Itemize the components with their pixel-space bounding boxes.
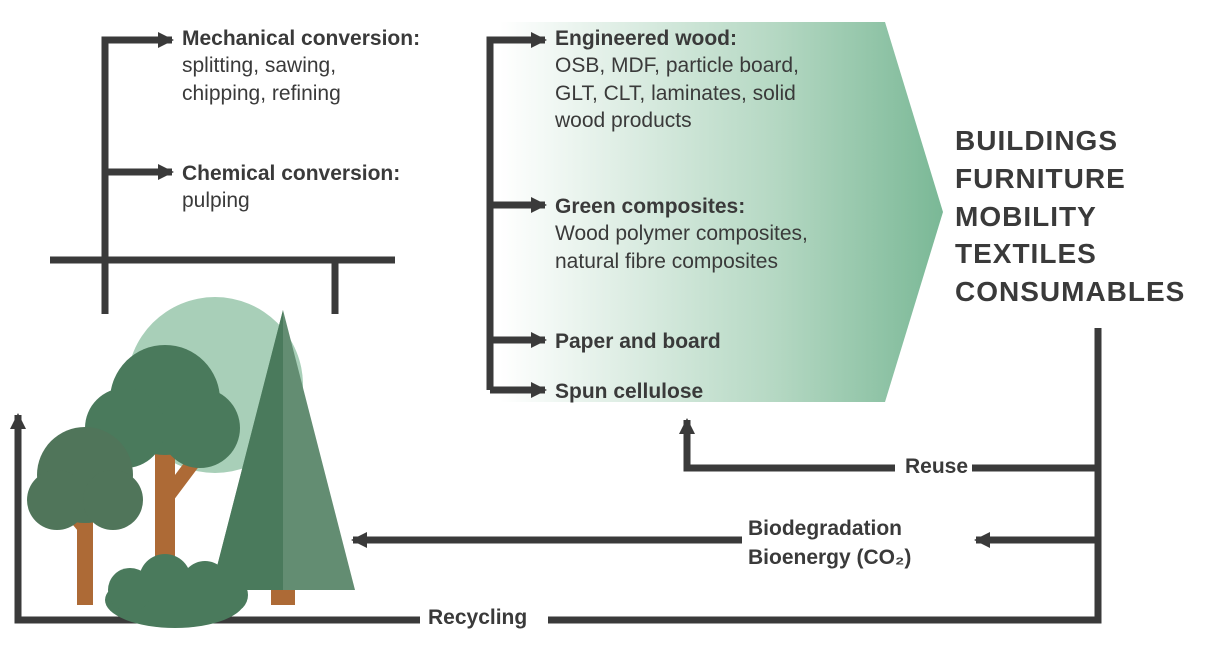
bioenergy-label: Bioenergy (CO₂) [748, 546, 911, 570]
recycling-label: Recycling [428, 606, 527, 630]
spun-cellulose-label: Spun cellulose [555, 378, 703, 405]
output-buildings: BUILDINGS [955, 122, 1185, 160]
chemical-conversion-block: Chemical conversion: pulping [182, 160, 482, 215]
mechanical-conversion-block: Mechanical conversion: splitting, sawing… [182, 25, 482, 107]
chemical-desc: pulping [182, 187, 482, 214]
reuse-label: Reuse [905, 455, 968, 479]
engineered-desc-2: GLT, CLT, laminates, solid [555, 80, 875, 107]
green-composites-block: Green composites: Wood polymer composite… [555, 193, 875, 275]
engineered-title: Engineered wood: [555, 25, 875, 52]
engineered-desc-1: OSB, MDF, particle board, [555, 52, 875, 79]
outputs-block: BUILDINGS FURNITURE MOBILITY TEXTILES CO… [955, 122, 1185, 311]
output-textiles: TEXTILES [955, 235, 1185, 273]
green-title: Green composites: [555, 193, 875, 220]
chemical-title: Chemical conversion: [182, 160, 482, 187]
mechanical-title: Mechanical conversion: [182, 25, 482, 52]
mechanical-desc-2: chipping, refining [182, 80, 482, 107]
output-mobility: MOBILITY [955, 198, 1185, 236]
output-furniture: FURNITURE [955, 160, 1185, 198]
green-desc-1: Wood polymer composites, [555, 220, 875, 247]
green-desc-2: natural fibre composites [555, 248, 875, 275]
engineered-wood-block: Engineered wood: OSB, MDF, particle boar… [555, 25, 875, 134]
output-consumables: CONSUMABLES [955, 273, 1185, 311]
engineered-desc-3: wood products [555, 107, 875, 134]
paper-board-label: Paper and board [555, 328, 721, 355]
mechanical-desc-1: splitting, sawing, [182, 52, 482, 79]
biodegradation-label: Biodegradation [748, 517, 902, 541]
